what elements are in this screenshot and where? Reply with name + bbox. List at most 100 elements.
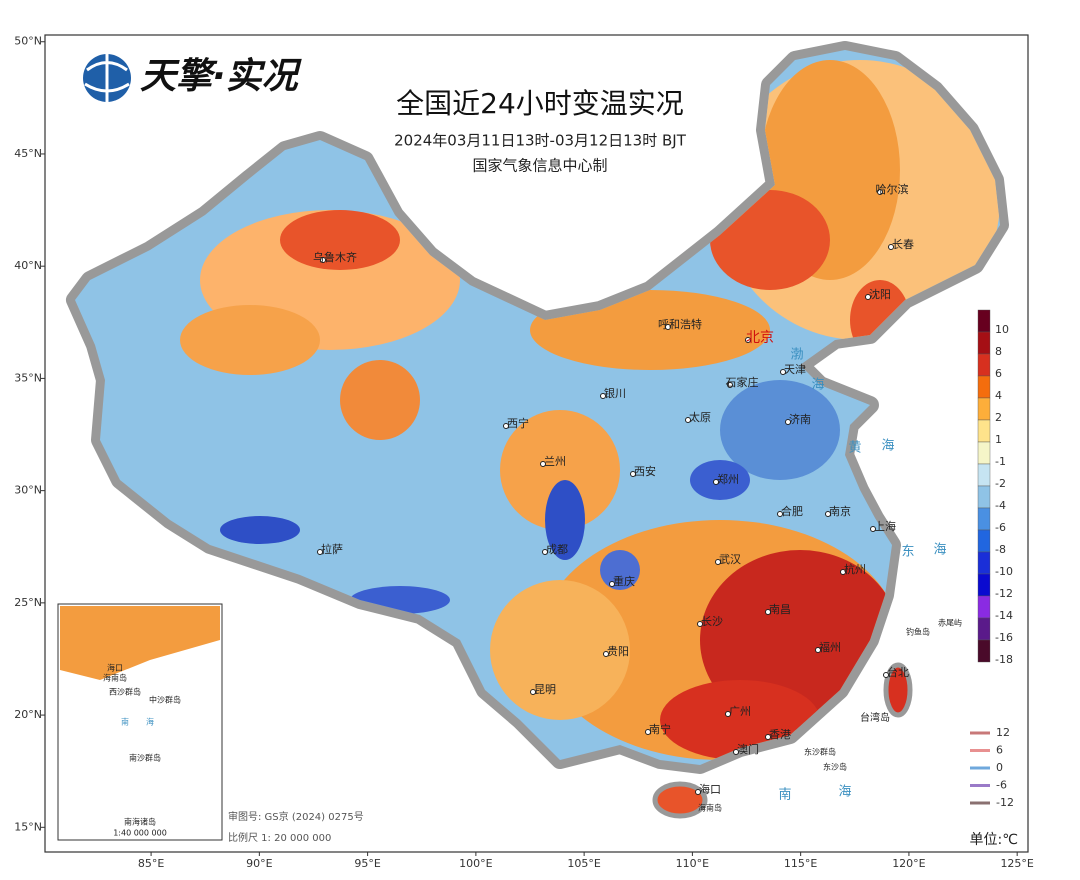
legend-label: -1 xyxy=(995,455,1006,468)
city-label: 北京 xyxy=(746,330,774,346)
contour-label: -12 xyxy=(996,796,1014,809)
legend-band xyxy=(977,529,991,553)
city-label: 贵阳 xyxy=(607,645,629,658)
x-tick-label: 105°E xyxy=(567,857,600,870)
island-label: 东沙群岛 xyxy=(804,747,836,757)
city-label: 杭州 xyxy=(844,562,866,576)
city-dot xyxy=(825,511,831,517)
legend-label: -8 xyxy=(995,543,1006,556)
legend-label: 1 xyxy=(995,433,1002,446)
legend-band xyxy=(977,375,991,399)
y-tick-label: 30°N xyxy=(14,484,42,497)
legend-band xyxy=(977,353,991,377)
city-label: 上海 xyxy=(874,519,896,533)
city-label: 武汉 xyxy=(719,553,741,566)
city-dot xyxy=(503,423,509,429)
city-label: 石家庄 xyxy=(726,375,759,389)
city-label: 长春 xyxy=(892,238,914,251)
city-dot xyxy=(317,549,323,555)
city-label: 天津 xyxy=(784,363,806,376)
city-label: 昆明 xyxy=(534,683,556,696)
city-dot xyxy=(697,621,703,627)
legend-label: -4 xyxy=(995,499,1006,512)
city-dot xyxy=(609,581,615,587)
city-dot xyxy=(665,324,671,330)
inset-label: 南沙群岛 xyxy=(129,753,161,763)
taiwan xyxy=(883,662,913,718)
logo: 天擎·实况 xyxy=(83,54,303,102)
sea-label: 黄 xyxy=(848,441,861,456)
city-label: 太原 xyxy=(689,411,711,424)
y-tick-label: 50°N xyxy=(14,35,42,48)
y-tick-label: 25°N xyxy=(14,596,42,609)
city-dot xyxy=(883,672,889,678)
x-tick-label: 125°E xyxy=(1000,857,1033,870)
city-label: 合肥 xyxy=(781,504,803,518)
city-dot xyxy=(765,609,771,615)
sea-label: 海 xyxy=(838,785,851,800)
city-label: 南昌 xyxy=(769,603,791,616)
legend-band xyxy=(977,463,991,487)
legend-label: -16 xyxy=(995,631,1013,644)
city-dot xyxy=(542,549,548,555)
city-label: 呼和浩特 xyxy=(658,317,702,331)
city-label: 西宁 xyxy=(507,416,529,430)
city-label: 郑州 xyxy=(717,472,739,486)
legend-band xyxy=(977,331,991,355)
legend-band xyxy=(977,617,991,641)
city-dot xyxy=(745,337,751,343)
y-tick-label: 40°N xyxy=(14,259,42,272)
city-label: 海口 xyxy=(699,782,721,796)
y-tick-label: 15°N xyxy=(14,820,42,833)
city-dot xyxy=(630,471,636,477)
sea-label: 南 xyxy=(778,787,791,803)
x-tick-label: 85°E xyxy=(138,857,164,870)
legend-label: -12 xyxy=(995,587,1013,600)
city-dot xyxy=(870,526,876,532)
city-dot xyxy=(715,559,721,565)
sea-label: 海 xyxy=(811,378,824,393)
contour-label: 6 xyxy=(996,744,1003,757)
legend-label: -10 xyxy=(995,565,1013,578)
city-label: 重庆 xyxy=(613,574,635,588)
city-dot xyxy=(695,789,701,795)
city-label: 沈阳 xyxy=(869,287,891,301)
legend-band xyxy=(977,573,991,597)
sea-label: 海 xyxy=(933,543,946,558)
city-label: 济南 xyxy=(789,412,811,426)
contour-label: 12 xyxy=(996,726,1010,739)
city-dot xyxy=(713,479,719,485)
legend-band xyxy=(977,639,991,663)
city-label: 兰州 xyxy=(544,455,566,468)
city-label: 拉萨 xyxy=(321,542,343,556)
legend-label: 8 xyxy=(995,345,1002,358)
legend-label: 2 xyxy=(995,411,1002,424)
city-dot xyxy=(840,569,846,575)
sea-label: 渤 xyxy=(790,347,803,363)
x-tick-label: 90°E xyxy=(246,857,272,870)
island-label: 赤尾屿 xyxy=(938,619,962,628)
legend-label: -2 xyxy=(995,477,1006,490)
city-dot xyxy=(725,711,731,717)
y-tick-label: 35°N xyxy=(14,371,42,384)
legend-band xyxy=(977,485,991,509)
legend-band xyxy=(977,441,991,465)
city-dot xyxy=(785,419,791,425)
x-tick-label: 115°E xyxy=(784,857,817,870)
inset-land xyxy=(60,606,220,680)
logo-text: 天擎·实况 xyxy=(140,56,303,97)
sea-label: 海 xyxy=(881,439,894,454)
x-tick-label: 95°E xyxy=(354,857,380,870)
inset-label: 西沙群岛 xyxy=(109,687,141,697)
map-scale: 比例尺 1: 20 000 000 xyxy=(228,831,331,844)
city-dot xyxy=(600,393,606,399)
y-tick-label: 20°N xyxy=(14,708,42,721)
city-label: 长沙 xyxy=(701,615,723,628)
city-label: 成都 xyxy=(546,543,568,556)
hainan xyxy=(652,781,708,819)
y-tick-label: 45°N xyxy=(14,147,42,160)
city-dot xyxy=(865,294,871,300)
city-label: 哈尔滨 xyxy=(876,182,909,196)
city-dot xyxy=(727,382,733,388)
